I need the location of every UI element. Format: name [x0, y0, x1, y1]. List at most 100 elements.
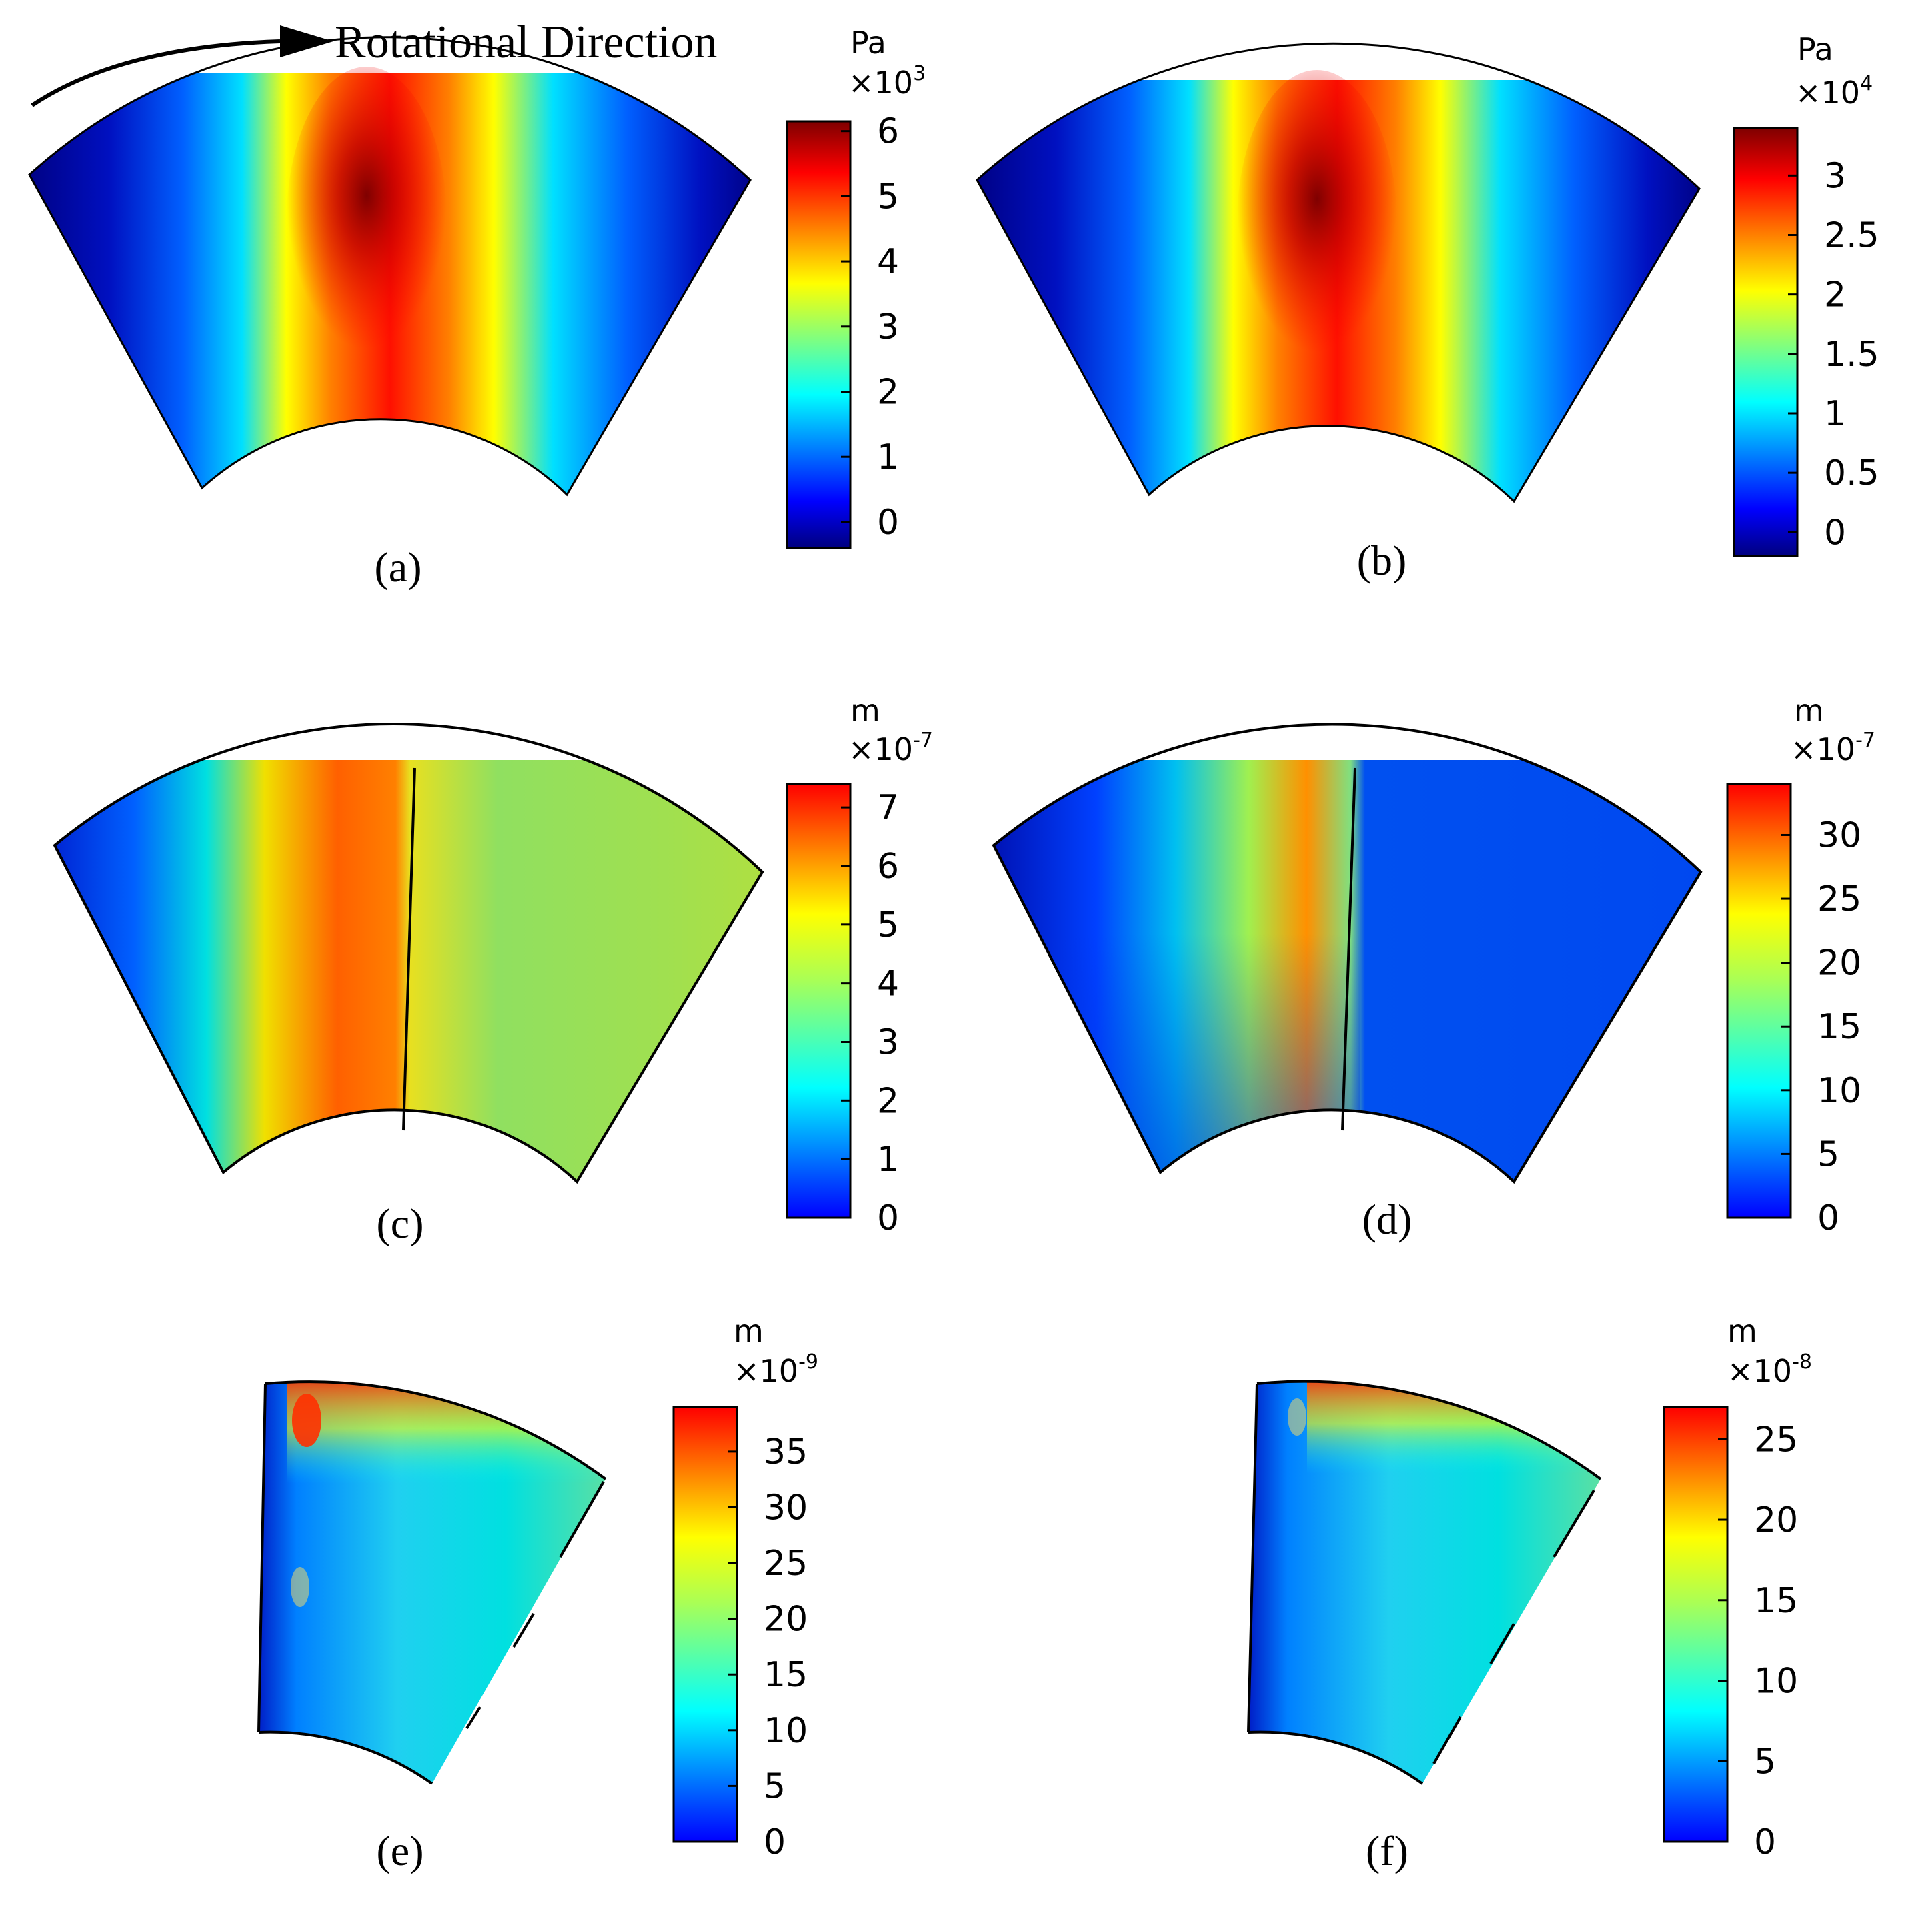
panel-e: (e) m ×10-9 35 30 25 20 15 10 5 0	[257, 1313, 818, 1874]
colorbar-tick-label: 2.5	[1824, 216, 1879, 256]
colorbar-tick-label: 5	[764, 1766, 786, 1806]
panel-a-colorbar: Pa ×103 6 5 4 3 2 1 0	[786, 25, 926, 549]
rotation-arrow-curve	[31, 39, 281, 107]
panel-d-colorbar-gradient	[1726, 783, 1792, 1219]
panel-f: (f) m ×10-8 25 20 15 10 5 0	[1247, 1313, 1812, 1874]
colorbar-tick-label: 1.5	[1824, 335, 1879, 375]
panel-c-unit: m	[850, 693, 880, 729]
colorbar-tick-label: 5	[1754, 1742, 1776, 1782]
panel-e-field	[259, 1382, 606, 1784]
panel-b-colorbar-gradient	[1733, 127, 1799, 557]
panel-b-colorbar: Pa ×104 3 2.5 2 1.5 1 0.5 0	[1733, 31, 1879, 557]
panel-d-contact-line	[1341, 767, 1356, 1131]
colorbar-tick-label: 15	[1817, 1007, 1861, 1047]
colorbar-tick-label: 3	[877, 1022, 899, 1062]
panel-a: (a) Pa ×103 6 5 4 3 2 1 0	[28, 25, 926, 591]
panel-e-unit: m	[734, 1313, 764, 1349]
colorbar-tick-label: 0.5	[1824, 453, 1879, 493]
panel-a-multiplier: ×103	[848, 62, 926, 101]
colorbar-tick-label: 0	[1817, 1198, 1839, 1238]
panel-f-colorbar-gradient	[1663, 1406, 1729, 1843]
colorbar-tick-label: 20	[1817, 943, 1861, 984]
colorbar-tick-label: 3	[877, 307, 899, 347]
panel-e-slice-outline	[257, 1380, 607, 1785]
panel-c-colorbar: m ×10-7 7 6 5 4 3 2 1 0	[786, 693, 933, 1238]
colorbar-tick-label: 15	[1754, 1581, 1798, 1621]
panel-f-field	[1248, 1381, 1601, 1784]
panel-a-field	[29, 67, 750, 495]
colorbar-tick-label: 5	[877, 905, 899, 945]
panel-a-colorbar-gradient	[786, 120, 852, 549]
colorbar-tick-label: 6	[877, 847, 899, 887]
panel-b: (b) Pa ×104 3 2.5 2 1.5 1 0.5 0	[976, 31, 1879, 584]
colorbar-tick-label: 30	[764, 1488, 808, 1528]
colorbar-tick-label: 25	[764, 1544, 808, 1584]
colorbar-tick-label: 7	[877, 788, 899, 828]
panel-e-caption: (e)	[376, 1827, 423, 1874]
colorbar-tick-label: 1	[877, 1140, 899, 1180]
colorbar-tick-label: 2	[877, 1081, 899, 1121]
panel-c-sector-outline	[53, 723, 764, 1184]
panel-b-sector-outline	[976, 42, 1701, 503]
colorbar-tick-label: 20	[1754, 1500, 1798, 1540]
panel-d-caption: (d)	[1362, 1196, 1412, 1243]
colorbar-tick-label: 2	[877, 372, 899, 412]
panel-d-field	[994, 760, 1701, 1182]
panel-f-unit: m	[1727, 1313, 1757, 1349]
panel-f-slice-outline	[1247, 1380, 1602, 1785]
panel-b-multiplier: ×104	[1795, 72, 1873, 111]
panel-f-colorbar: m ×10-8 25 20 15 10 5 0	[1663, 1313, 1812, 1862]
colorbar-tick-label: 1	[877, 437, 899, 477]
rotation-annotation: Rotational Direction	[31, 17, 717, 107]
colorbar-tick-label: 10	[764, 1711, 808, 1751]
panel-f-multiplier: ×10-8	[1727, 1350, 1812, 1389]
colorbar-tick-label: 0	[1754, 1822, 1776, 1862]
colorbar-tick-label: 30	[1817, 815, 1861, 855]
colorbar-tick-label: 10	[1817, 1071, 1861, 1111]
colorbar-tick-label: 2	[1824, 275, 1846, 315]
colorbar-tick-label: 15	[764, 1655, 808, 1695]
panel-d: (d) m ×10-7 30 25 20 15 10 5 0	[992, 693, 1875, 1243]
colorbar-tick-label: 6	[877, 112, 899, 152]
panel-c-contact-line	[402, 767, 416, 1131]
colorbar-tick-label: 3	[1824, 156, 1846, 196]
panel-e-edge-dashes	[465, 1481, 605, 1730]
panel-e-multiplier: ×10-9	[734, 1350, 818, 1389]
panel-d-colorbar: m ×10-7 30 25 20 15 10 5 0	[1726, 693, 1875, 1238]
panel-d-sector-outline	[992, 723, 1703, 1184]
panel-c-caption: (c)	[376, 1200, 423, 1247]
panel-c-multiplier: ×10-7	[848, 729, 933, 767]
rotation-arrowhead-icon	[280, 25, 333, 57]
colorbar-tick-label: 20	[764, 1600, 808, 1640]
panel-b-unit: Pa	[1797, 31, 1833, 67]
colorbar-tick-label: 1	[1824, 394, 1846, 434]
panel-d-multiplier: ×10-7	[1791, 729, 1875, 767]
colorbar-tick-label: 0	[764, 1822, 786, 1862]
colorbar-tick-label: 10	[1754, 1662, 1798, 1702]
panel-e-colorbar-gradient	[672, 1406, 738, 1843]
panel-b-field	[977, 70, 1699, 501]
colorbar-tick-label: 4	[877, 242, 899, 282]
colorbar-tick-label: 25	[1754, 1420, 1798, 1460]
colorbar-tick-label: 0	[877, 1198, 899, 1238]
panel-a-caption: (a)	[374, 543, 421, 591]
panel-c-colorbar-gradient	[786, 783, 852, 1219]
panel-e-colorbar: m ×10-9 35 30 25 20 15 10 5 0	[672, 1313, 818, 1862]
colorbar-tick-label: 0	[877, 503, 899, 543]
rotation-label: Rotational Direction	[335, 17, 717, 68]
panel-a-sector-outline	[28, 36, 752, 497]
colorbar-tick-label: 0	[1824, 513, 1846, 553]
colorbar-tick-label: 5	[877, 177, 899, 217]
colorbar-tick-label: 35	[764, 1432, 808, 1472]
colorbar-tick-label: 5	[1817, 1134, 1839, 1174]
colorbar-tick-label: 25	[1817, 879, 1861, 919]
panel-c-field	[55, 760, 762, 1182]
panel-c: (c) m ×10-7 7 6 5 4 3 2 1 0	[53, 693, 933, 1247]
panel-d-unit: m	[1794, 693, 1824, 729]
panel-a-unit: Pa	[850, 25, 886, 61]
colorbar-tick-label: 4	[877, 964, 899, 1004]
panel-b-caption: (b)	[1357, 537, 1407, 584]
panel-f-caption: (f)	[1366, 1827, 1408, 1874]
panel-f-edge-dashes	[1432, 1489, 1595, 1764]
